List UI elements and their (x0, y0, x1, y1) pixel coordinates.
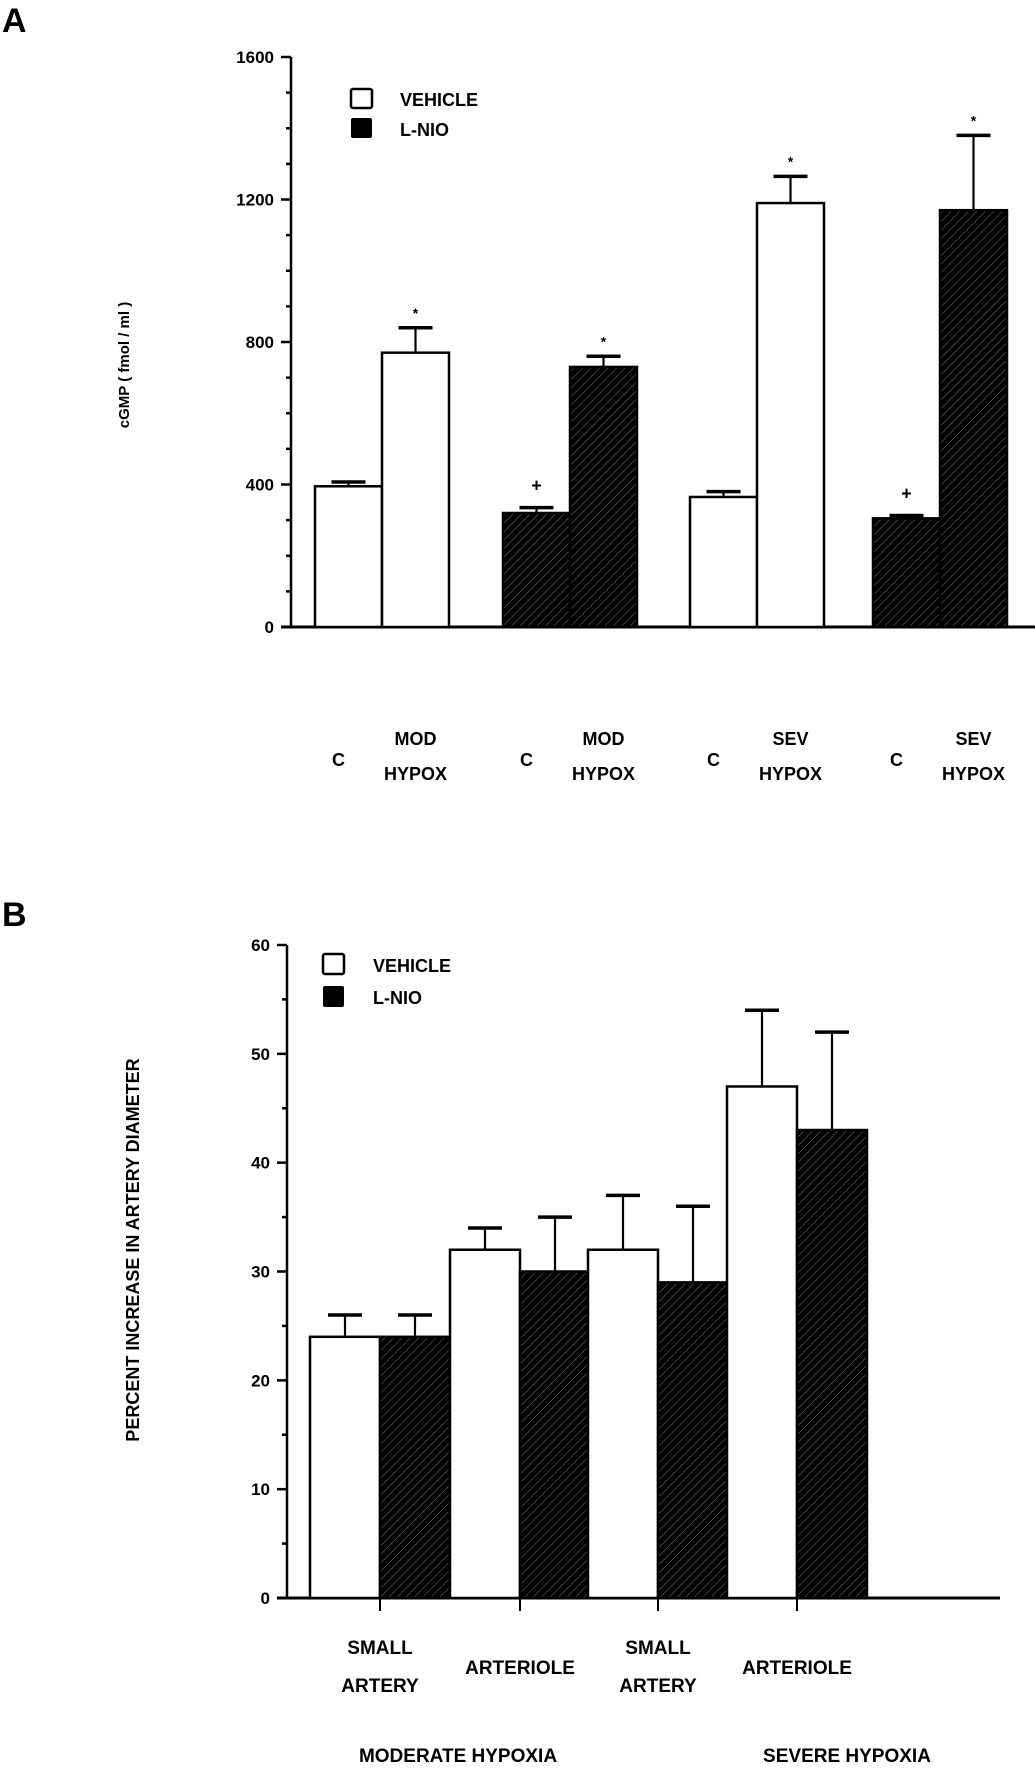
legend-swatch-vehicle (321, 952, 346, 976)
x-axis-a: C MOD HYPOX C MOD HYPOX C SEV HYPOX C SEV HYPOX (332, 729, 1005, 784)
y-tick-label: 0 (261, 1589, 270, 1608)
bar-l-nio (501, 511, 572, 629)
x-tick-label-line2: HYPOX (572, 764, 635, 784)
bars-b (308, 1008, 869, 1600)
y-tick-label: 20 (251, 1371, 270, 1390)
x-tick-label: ARTERIOLE (742, 1658, 852, 1679)
bar-l-nio (795, 1128, 869, 1600)
panel-label-b: B (2, 896, 27, 934)
x-tick-label-line1: MOD (395, 729, 437, 749)
y-tick-label: 60 (251, 936, 270, 955)
significance-marker: * (788, 153, 794, 169)
bar-vehicle (380, 351, 451, 629)
x-tick-label-line2: HYPOX (759, 764, 822, 784)
bar-l-nio (568, 365, 639, 629)
legend-b: VEHICLE L-NIO (321, 952, 451, 1008)
bar-vehicle (308, 1335, 382, 1600)
legend-label-l-nio: L-NIO (400, 120, 449, 140)
legend-label-vehicle: VEHICLE (400, 90, 478, 110)
bars-a: * + * * + * (313, 112, 1009, 629)
group-label: SEVERE HYPOXIA (763, 1746, 931, 1767)
bar-vehicle (688, 495, 759, 629)
x-tick-label-line1: MOD (583, 729, 625, 749)
x-tick-label: ARTERIOLE (465, 1658, 575, 1679)
legend-label-l-nio: L-NIO (373, 988, 422, 1008)
y-tick-label: 1600 (236, 48, 274, 67)
bar-l-nio (656, 1281, 730, 1600)
y-axis-label-b: PERCENT INCREASE IN ARTERY DIAMETER (123, 1058, 143, 1441)
chart-b: B 0 10 20 30 40 50 60 PERCENT INCREASE IN ARTE… (2, 896, 1000, 1767)
significance-marker: + (531, 476, 542, 496)
significance-marker: * (413, 305, 419, 321)
y-tick-label: 400 (246, 476, 274, 495)
x-tick-label-line1: SMALL (347, 1638, 413, 1659)
legend-swatch-l-nio (351, 118, 372, 138)
x-tick-label-line1: SEV (772, 729, 808, 749)
significance-marker: + (901, 483, 912, 503)
x-tick-label-line2: HYPOX (942, 764, 1005, 784)
bar-vehicle (448, 1248, 522, 1600)
y-tick-label: 0 (265, 618, 274, 637)
x-tick-label-line1: SMALL (625, 1638, 691, 1659)
group-label: MODERATE HYPOXIA (359, 1746, 557, 1767)
legend-swatch-vehicle (349, 87, 374, 110)
bar-l-nio (871, 517, 942, 629)
x-tick-label: C (707, 750, 720, 770)
chart-a: A 0 400 800 1200 1600 cGMP ( fmol / ml ) VEH… (2, 2, 1035, 784)
x-axis-b: SMALL ARTERY ARTERIOLE SMALL ARTERY ARTERIOLE… (341, 1598, 931, 1767)
legend-label-vehicle: VEHICLE (373, 956, 451, 976)
x-tick-label: C (890, 750, 903, 770)
legend-a: VEHICLE L-NIO (349, 87, 478, 140)
y-tick-label: 40 (251, 1154, 270, 1173)
x-tick-label: C (332, 750, 345, 770)
significance-marker: * (601, 333, 607, 349)
y-axis-label-a: cGMP ( fmol / ml ) (116, 302, 133, 428)
panel-label-a: A (2, 2, 27, 40)
x-tick-label-line2: ARTERY (619, 1676, 697, 1697)
x-tick-label-line2: ARTERY (341, 1676, 419, 1697)
bar-vehicle (755, 201, 826, 629)
y-tick-label: 10 (251, 1480, 270, 1499)
x-tick-label-line2: HYPOX (384, 764, 447, 784)
bar-l-nio (378, 1335, 452, 1600)
bar-l-nio (518, 1270, 592, 1600)
x-tick-label: C (520, 750, 533, 770)
bar-l-nio (938, 208, 1009, 629)
y-tick-label: 50 (251, 1045, 270, 1064)
legend-swatch-l-nio (323, 986, 344, 1007)
y-tick-label: 1200 (236, 191, 274, 210)
bar-vehicle (586, 1248, 660, 1600)
significance-marker: * (971, 112, 977, 128)
x-tick-label-line1: SEV (955, 729, 991, 749)
bar-vehicle (313, 485, 384, 629)
bar-vehicle (725, 1085, 799, 1600)
y-tick-label: 30 (251, 1263, 270, 1282)
y-tick-label: 800 (246, 333, 274, 352)
